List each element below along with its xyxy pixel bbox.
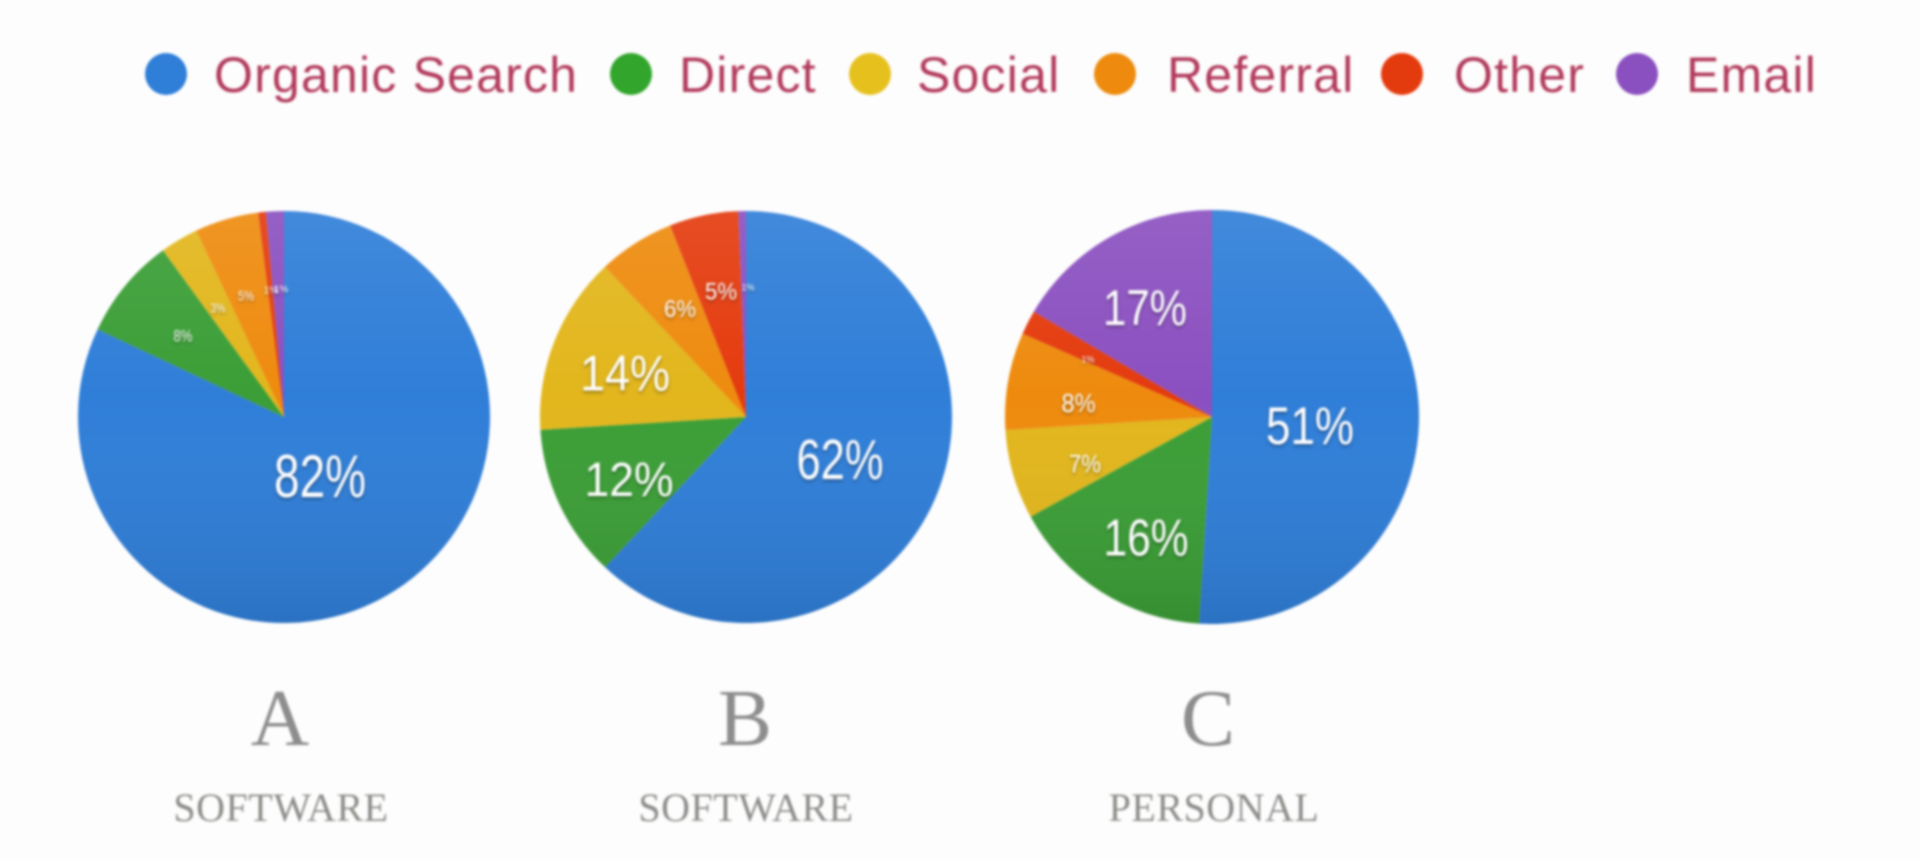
svg-text:17%: 17%	[1103, 280, 1187, 336]
svg-text:1%: 1%	[264, 286, 279, 297]
svg-text:6%: 6%	[664, 296, 696, 323]
svg-text:1%: 1%	[274, 285, 289, 296]
svg-text:5%: 5%	[705, 278, 737, 305]
svg-text:14%: 14%	[580, 346, 670, 402]
svg-text:16%: 16%	[1104, 510, 1189, 568]
svg-text:62%: 62%	[797, 428, 884, 492]
svg-text:3%: 3%	[211, 300, 226, 315]
svg-text:12%: 12%	[585, 454, 674, 507]
svg-text:1%: 1%	[1081, 354, 1094, 364]
svg-text:82%: 82%	[274, 443, 366, 510]
svg-text:1%: 1%	[741, 282, 754, 292]
svg-text:5%: 5%	[238, 288, 254, 304]
svg-text:8%: 8%	[1062, 388, 1096, 418]
svg-text:8%: 8%	[174, 326, 193, 345]
svg-text:7%: 7%	[1069, 451, 1101, 479]
svg-text:51%: 51%	[1266, 397, 1354, 456]
